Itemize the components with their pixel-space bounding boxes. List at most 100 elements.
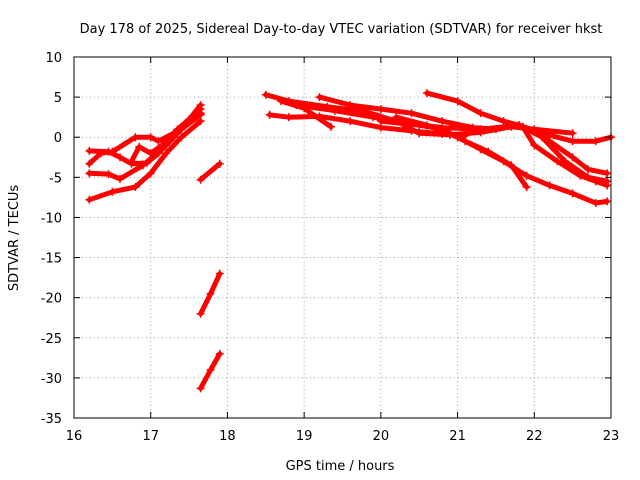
data-point [422, 89, 431, 98]
x-tick-label: 20 [373, 429, 390, 444]
series-arc-q [518, 122, 612, 190]
data-point [369, 113, 378, 122]
data-point [326, 122, 335, 131]
data-point [568, 129, 577, 138]
data-point [104, 170, 113, 179]
data-point [196, 175, 205, 184]
data-point [277, 97, 286, 106]
y-tick-label: -15 [41, 252, 62, 267]
y-tick-label: -30 [41, 372, 62, 387]
data-point [131, 133, 140, 142]
data-point [196, 384, 205, 393]
data-point [438, 117, 447, 126]
data-point [407, 126, 416, 135]
data-point [292, 101, 301, 110]
data-point [146, 149, 155, 158]
y-tick-label: 5 [54, 91, 62, 106]
data-series [85, 89, 615, 393]
data-point [568, 189, 577, 198]
y-tick-label: -5 [49, 171, 62, 186]
series-line [267, 112, 468, 139]
data-point [146, 133, 155, 142]
data-point [522, 171, 531, 180]
data-point [591, 199, 600, 208]
data-point [108, 187, 117, 196]
data-point [116, 153, 125, 162]
x-tick-label: 18 [219, 429, 236, 444]
x-tick-label: 19 [296, 429, 313, 444]
axis-ticks: 16 17 18 19 20 21 22 23 -35 -30 -25 -20 -15 -10 -5 0 5 10 [41, 51, 620, 444]
data-point [568, 153, 577, 162]
data-point [591, 137, 600, 146]
data-point [158, 141, 167, 150]
data-point [330, 106, 339, 115]
series-arc-m [315, 93, 612, 186]
data-point [499, 117, 508, 126]
data-point [196, 309, 205, 318]
data-point [346, 117, 355, 126]
data-point [376, 117, 385, 126]
data-point [146, 169, 155, 178]
data-point [261, 90, 270, 99]
x-tick-label: 22 [526, 429, 543, 444]
data-point [603, 197, 612, 206]
x-tick-label: 21 [449, 429, 466, 444]
data-point [346, 101, 355, 110]
data-point [315, 93, 324, 102]
data-point [591, 177, 600, 186]
y-tick-label: -10 [41, 211, 62, 226]
series-line [317, 94, 610, 184]
series-line [424, 90, 610, 176]
data-point [131, 182, 140, 191]
chart-title: Day 178 of 2025, Sidereal Day-to-day VTE… [80, 22, 603, 37]
data-point [603, 181, 612, 190]
series-arc-g [196, 269, 224, 318]
data-point [104, 147, 113, 156]
data-point [476, 145, 485, 154]
y-tick-label: -35 [41, 412, 62, 427]
y-tick-label: -20 [41, 292, 62, 307]
x-tick-label: 23 [603, 429, 620, 444]
data-point [518, 122, 527, 131]
data-point [173, 125, 182, 134]
data-point [491, 125, 500, 134]
series-arc-f [196, 159, 224, 184]
data-point [116, 174, 125, 183]
x-tick-label: 16 [66, 429, 83, 444]
data-point [162, 149, 171, 158]
data-point [376, 105, 385, 114]
data-point [177, 133, 186, 142]
data-point [85, 169, 94, 178]
data-point [85, 195, 94, 204]
y-tick-label: -25 [41, 332, 62, 347]
series-arc-h [196, 349, 224, 393]
series-line [393, 114, 610, 206]
data-point [206, 289, 215, 298]
data-point [583, 165, 592, 174]
y-tick-label: 0 [54, 131, 62, 146]
x-tick-label: 17 [142, 429, 159, 444]
data-point [468, 123, 477, 132]
data-point [453, 133, 462, 142]
data-point [206, 365, 215, 374]
data-point [392, 113, 401, 122]
data-point [568, 137, 577, 146]
data-point [215, 349, 224, 358]
data-point [545, 181, 554, 190]
series-arc-e [127, 105, 205, 166]
data-point [85, 159, 94, 168]
data-point [215, 159, 224, 168]
data-point [135, 142, 144, 151]
data-point [85, 146, 94, 155]
data-point [530, 141, 539, 150]
data-point [407, 109, 416, 118]
data-point [499, 157, 508, 166]
data-point [142, 158, 151, 167]
data-point [265, 110, 274, 119]
data-point [545, 137, 554, 146]
data-point [422, 121, 431, 130]
data-point [196, 105, 205, 114]
plot-frame [73, 56, 612, 419]
data-point [154, 137, 163, 146]
